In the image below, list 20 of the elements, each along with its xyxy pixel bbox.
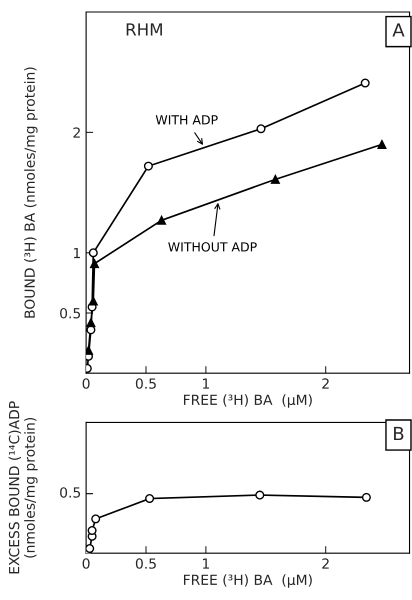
y-axis-title: BOUND (³H) BA (nmoles/mg protein): [24, 67, 38, 318]
x-tick-label: 1: [203, 378, 210, 389]
y-tick-label: 2: [73, 127, 80, 138]
y-tick-label: 0.5: [60, 308, 80, 318]
series-label: WITH ADP: [156, 115, 218, 124]
text: B: [394, 426, 404, 440]
x-tick-label: 0: [82, 558, 90, 569]
x-tick-label: 0: [82, 378, 90, 389]
x-tick-label: 2: [322, 378, 329, 389]
y-tick-label: 1: [74, 248, 80, 258]
x-tick-label: 0.5: [136, 378, 156, 389]
x-tick-label: 1: [203, 558, 210, 569]
y-axis-title: EXCESS BOUND (¹⁴C)ADP (nmoles/mg protein): [8, 401, 38, 574]
annotation: RHM: [126, 23, 162, 36]
series-label: WITHOUT ADP: [168, 242, 257, 252]
x-axis-title: FREE (³H) BA (μM): [184, 574, 312, 588]
annotation: A: [392, 23, 405, 37]
x-tick-label: 2: [322, 558, 329, 569]
x-tick-label: 0.5: [136, 558, 156, 569]
x-axis-title: FREE (³H) BA (μM): [184, 394, 312, 408]
